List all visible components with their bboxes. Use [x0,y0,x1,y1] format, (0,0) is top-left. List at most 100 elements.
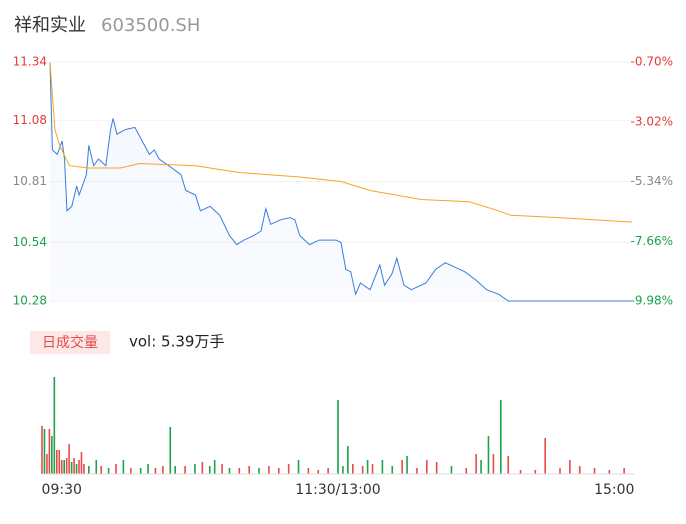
volume-bar [317,470,320,474]
volume-bar [122,460,125,474]
volume-bar [70,462,73,474]
y-tick-label: 10.54 [13,235,47,249]
volume-bar [201,462,204,474]
volume-bar [258,468,260,474]
volume-bar [162,466,164,474]
y-tick-label: 11.08 [13,113,47,127]
volume-bar [154,468,157,474]
x-tick-label: 09:30 [42,482,82,498]
volume-bar [371,464,374,474]
volume-bar [51,436,53,474]
volume-bar [68,444,70,474]
volume-bar [107,468,110,474]
volume-bar [268,466,270,474]
volume-bar [58,450,61,474]
volume-bar [450,466,453,474]
legend-label: 日成交量 [42,334,98,351]
volume-bar [361,466,364,474]
volume-bar [347,446,349,474]
volume-bar [297,460,300,474]
volume-bar [95,460,98,474]
y2-tick-label: -9.98% [631,294,673,308]
volume-bar [500,400,502,474]
volume-bar [208,466,211,474]
volume-bar [139,468,142,474]
volume-bar [569,460,571,474]
stock-code: 603500.SH [101,15,200,36]
volume-bar [278,468,280,474]
volume-bar [327,468,329,474]
volume-bar [174,466,176,474]
volume-bar [65,458,68,474]
volume-bar [75,464,78,474]
volume-bar [41,426,43,474]
volume-bar [544,438,546,474]
volume-bar [43,429,46,474]
y-tick-label: 11.34 [13,55,47,69]
volume-bar [435,462,438,474]
x-tick-label: 15:00 [594,482,634,498]
volume-bar [416,468,418,474]
volume-bar [519,470,522,474]
volume-bar [342,466,344,474]
volume-bar [221,464,223,474]
volume-bar [480,460,482,474]
volume-bar [56,450,58,474]
volume-bar [406,456,408,474]
volume-bar [475,454,477,474]
volume-bar [169,427,172,474]
volume-bar [492,454,495,474]
volume-bar [366,460,369,474]
volume-bar [78,460,80,474]
volume-bar [80,452,83,474]
volume-bar [608,470,611,474]
stock-name: 祥和实业 [14,15,86,36]
volume-bar [507,456,509,474]
volume-bar [559,468,561,474]
volume-bar [147,464,149,474]
volume-bar [534,470,537,474]
volume-bar [184,466,186,474]
y-tick-label: 10.28 [13,294,47,308]
y2-tick-label: -0.70% [631,55,673,69]
volume-bar [213,460,216,474]
volume-bar [46,454,48,474]
volume-bar [228,468,231,474]
volume-bar [115,464,117,474]
volume-bar [88,466,90,474]
volume-bar [426,460,428,474]
volume-bar [487,436,490,474]
volume-bar [53,377,56,474]
volume-bar [578,466,581,474]
volume-bar [100,466,102,474]
volume-note: vol: 5.39万手 [129,333,224,351]
volume-bar [623,468,625,474]
volume-bar [337,400,339,474]
volume-bar [48,429,51,474]
price-line [49,61,632,302]
volume-bar [130,468,132,474]
y2-tick-label: -7.66% [631,234,673,248]
volume-bar [238,468,241,474]
y-tick-label: 10.81 [13,174,47,188]
legend-box [30,331,110,354]
volume-bar [83,464,85,474]
volume-bar [307,468,310,474]
volume-bar [63,460,65,474]
volume-bar [73,458,75,474]
volume-bar [352,464,354,474]
volume-bar [381,460,384,474]
volume-bar [391,466,394,474]
y2-tick-label: -3.02% [631,114,673,128]
volume-bar [194,464,196,474]
x-tick-label: 11:30/13:00 [295,482,380,498]
y2-tick-label: -5.34% [631,174,673,188]
volume-bar [401,460,403,474]
volume-bar [593,468,596,474]
average-line [49,61,633,223]
volume-bar [248,466,250,474]
price-area [50,62,632,301]
volume-bar [287,464,290,474]
